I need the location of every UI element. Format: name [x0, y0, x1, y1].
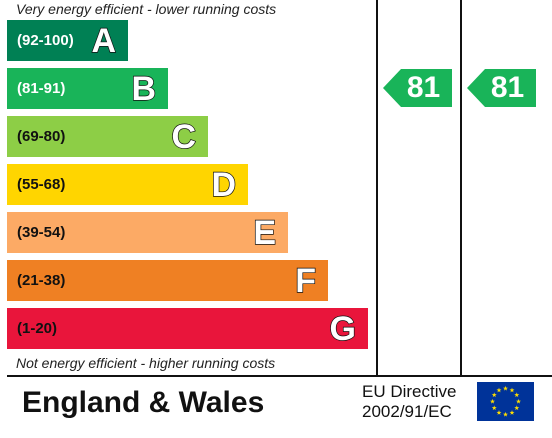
band-letter: D [211, 166, 237, 204]
band-range-label: (1-20) [17, 320, 58, 337]
band-range-label: (81-91) [17, 80, 66, 97]
band-letter: E [253, 214, 277, 252]
top-caption: Very energy efficient - lower running co… [16, 1, 277, 17]
band-c: (69-80) C [7, 116, 208, 157]
directive-label: EU Directive [362, 382, 457, 401]
divider-line [7, 375, 552, 377]
divider-line [376, 0, 378, 376]
band-range-label: (21-38) [17, 272, 66, 289]
rating-value: 81 [406, 71, 441, 104]
rating-value: 81 [490, 71, 525, 104]
band-g: (1-20) G [7, 308, 368, 349]
divider-line [460, 0, 462, 376]
potential-rating-arrow: 81 [467, 69, 536, 107]
band-letter: B [131, 70, 157, 108]
band-a: (92-100) A [7, 20, 128, 61]
band-d: (55-68) D [7, 164, 248, 205]
current-rating-arrow: 81 [383, 69, 452, 107]
band-f: (21-38) F [7, 260, 328, 301]
band-letter: C [171, 118, 197, 156]
band-range-label: (92-100) [17, 32, 74, 49]
bottom-caption: Not energy efficient - higher running co… [16, 355, 276, 371]
band-e: (39-54) E [7, 212, 288, 253]
band-range-label: (39-54) [17, 224, 66, 241]
band-b: (81-91) B [7, 68, 168, 109]
band-letter: G [329, 310, 357, 348]
band-letter: A [91, 22, 117, 60]
band-range-label: (55-68) [17, 176, 66, 193]
band-letter: F [295, 262, 317, 300]
band-range-label: (69-80) [17, 128, 66, 145]
eu-flag-icon [477, 382, 534, 421]
directive-number: 2002/91/EC [362, 402, 452, 421]
region-title: England & Wales [22, 386, 265, 419]
